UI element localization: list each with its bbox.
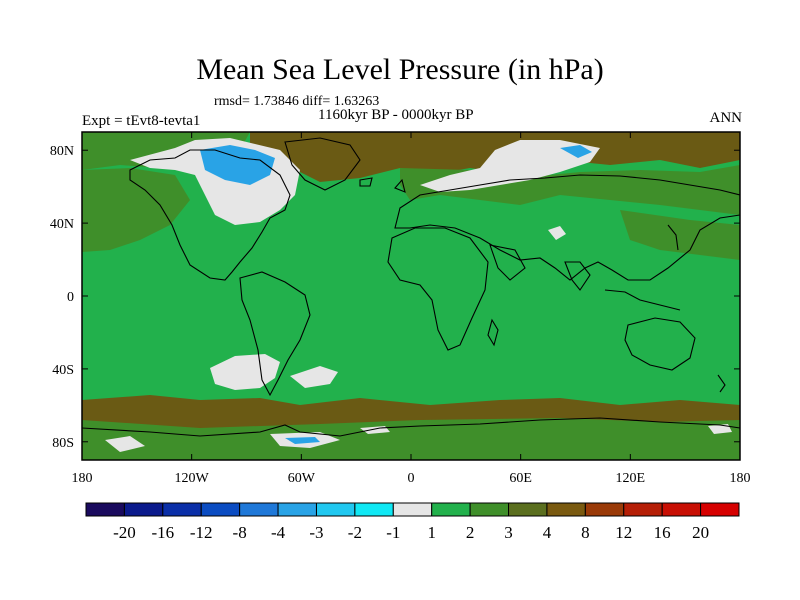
coast-iceland	[359, 177, 373, 187]
lon-tick-label: 60W	[288, 471, 316, 486]
coast-australia	[624, 317, 696, 371]
region-antarctic-neutral-4	[708, 424, 732, 434]
colorbar-swatch	[277, 502, 317, 517]
colorbar-swatch	[200, 502, 241, 517]
experiment-label: Expt = tEvt8-tevta1	[82, 113, 201, 129]
colorbar-swatch	[123, 502, 164, 517]
colorbar-swatch	[354, 502, 394, 517]
lat-tick-label: 80N	[50, 144, 74, 159]
coast-nz	[717, 374, 726, 393]
colorbar-swatch	[431, 502, 471, 517]
axis-ticks: 80N 40N 0 40S 80S 180 120W 60W 0 60E 120E 180	[50, 132, 751, 486]
coast-arabia	[489, 244, 526, 281]
lat-tick-label: 40N	[50, 217, 74, 232]
season-label: ANN	[709, 110, 743, 126]
colorbar-swatch	[623, 502, 663, 517]
coast-south-america	[239, 271, 311, 397]
lon-tick-label: 180	[72, 471, 93, 486]
region-eqatlantic-neutral	[548, 226, 566, 240]
coast-north-america	[129, 149, 291, 281]
lon-tick-label: 60E	[509, 471, 532, 486]
colorbar-swatch	[546, 502, 586, 517]
colorbar-label: -20	[113, 523, 136, 542]
coast-japan	[667, 224, 679, 251]
colorbar-label: 1	[427, 523, 436, 542]
colorbar-label: -16	[151, 523, 174, 542]
colorbar-label: 8	[581, 523, 590, 542]
lon-tick-label: 120E	[616, 471, 646, 486]
colorbar-swatch	[392, 502, 433, 517]
coast-greenland	[284, 137, 361, 191]
colorbar-swatch	[85, 502, 125, 517]
colorbar-label: 12	[615, 523, 632, 542]
colorbar: -20 -16 -12 -8 -4 -3 -2 -1 1 2 3 4 8 12 16 20	[85, 502, 740, 542]
coastlines	[82, 137, 740, 437]
lon-tick-label: 120W	[175, 471, 210, 486]
colorbar-swatch	[315, 502, 356, 517]
region-canada-negative	[200, 145, 275, 185]
colorbar-label: 20	[692, 523, 709, 542]
colorbar-label: -3	[309, 523, 323, 542]
colorbar-label: 2	[466, 523, 475, 542]
region-antarctic-neutral-1	[105, 436, 145, 452]
lat-tick-label: 40S	[52, 363, 74, 378]
coast-eurasia	[394, 174, 740, 281]
map-title: Mean Sea Level Pressure (in hPa)	[196, 53, 604, 86]
lon-tick-label: 0	[408, 471, 415, 486]
region-antarctica	[82, 418, 740, 460]
colorbar-label: -1	[386, 523, 400, 542]
coast-india	[564, 261, 591, 291]
region-npacific-east	[620, 210, 740, 260]
field-regions	[82, 132, 740, 460]
colorbar-label: 4	[543, 523, 552, 542]
region-antarctic-negative	[285, 437, 320, 444]
colorbar-swatch	[700, 502, 740, 517]
colorbar-swatch	[661, 502, 702, 517]
coast-madagascar	[487, 318, 499, 347]
lat-tick-label: 80S	[52, 436, 74, 451]
colorbar-label: -4	[271, 523, 286, 542]
coast-british-isles	[394, 178, 406, 193]
coast-indonesia	[604, 289, 681, 311]
map-plot	[81, 131, 741, 461]
stats-text: rmsd= 1.73846 diff= 1.63263	[214, 94, 380, 109]
colorbar-label: 16	[654, 523, 671, 542]
coast-africa	[387, 227, 489, 351]
coast-antarctica	[82, 417, 740, 437]
region-scandinavia-neutral	[420, 140, 600, 192]
period-label: 1160kyr BP - 0000kyr BP	[318, 107, 474, 123]
region-satlantic-neutral	[290, 366, 338, 388]
colorbar-label: 3	[504, 523, 513, 542]
colorbar-swatch	[469, 502, 510, 517]
colorbar-swatch	[239, 502, 279, 517]
lat-tick-label: 0	[67, 290, 74, 305]
colorbar-swatch	[584, 502, 625, 517]
colorbar-swatch	[508, 502, 548, 517]
lon-tick-label: 180	[730, 471, 751, 486]
colorbar-swatch	[162, 502, 202, 517]
region-npacific	[82, 168, 190, 252]
colorbar-label: -12	[190, 523, 213, 542]
colorbar-label: -2	[348, 523, 362, 542]
region-scandinavia-negative	[560, 145, 592, 158]
colorbar-label: -8	[233, 523, 247, 542]
